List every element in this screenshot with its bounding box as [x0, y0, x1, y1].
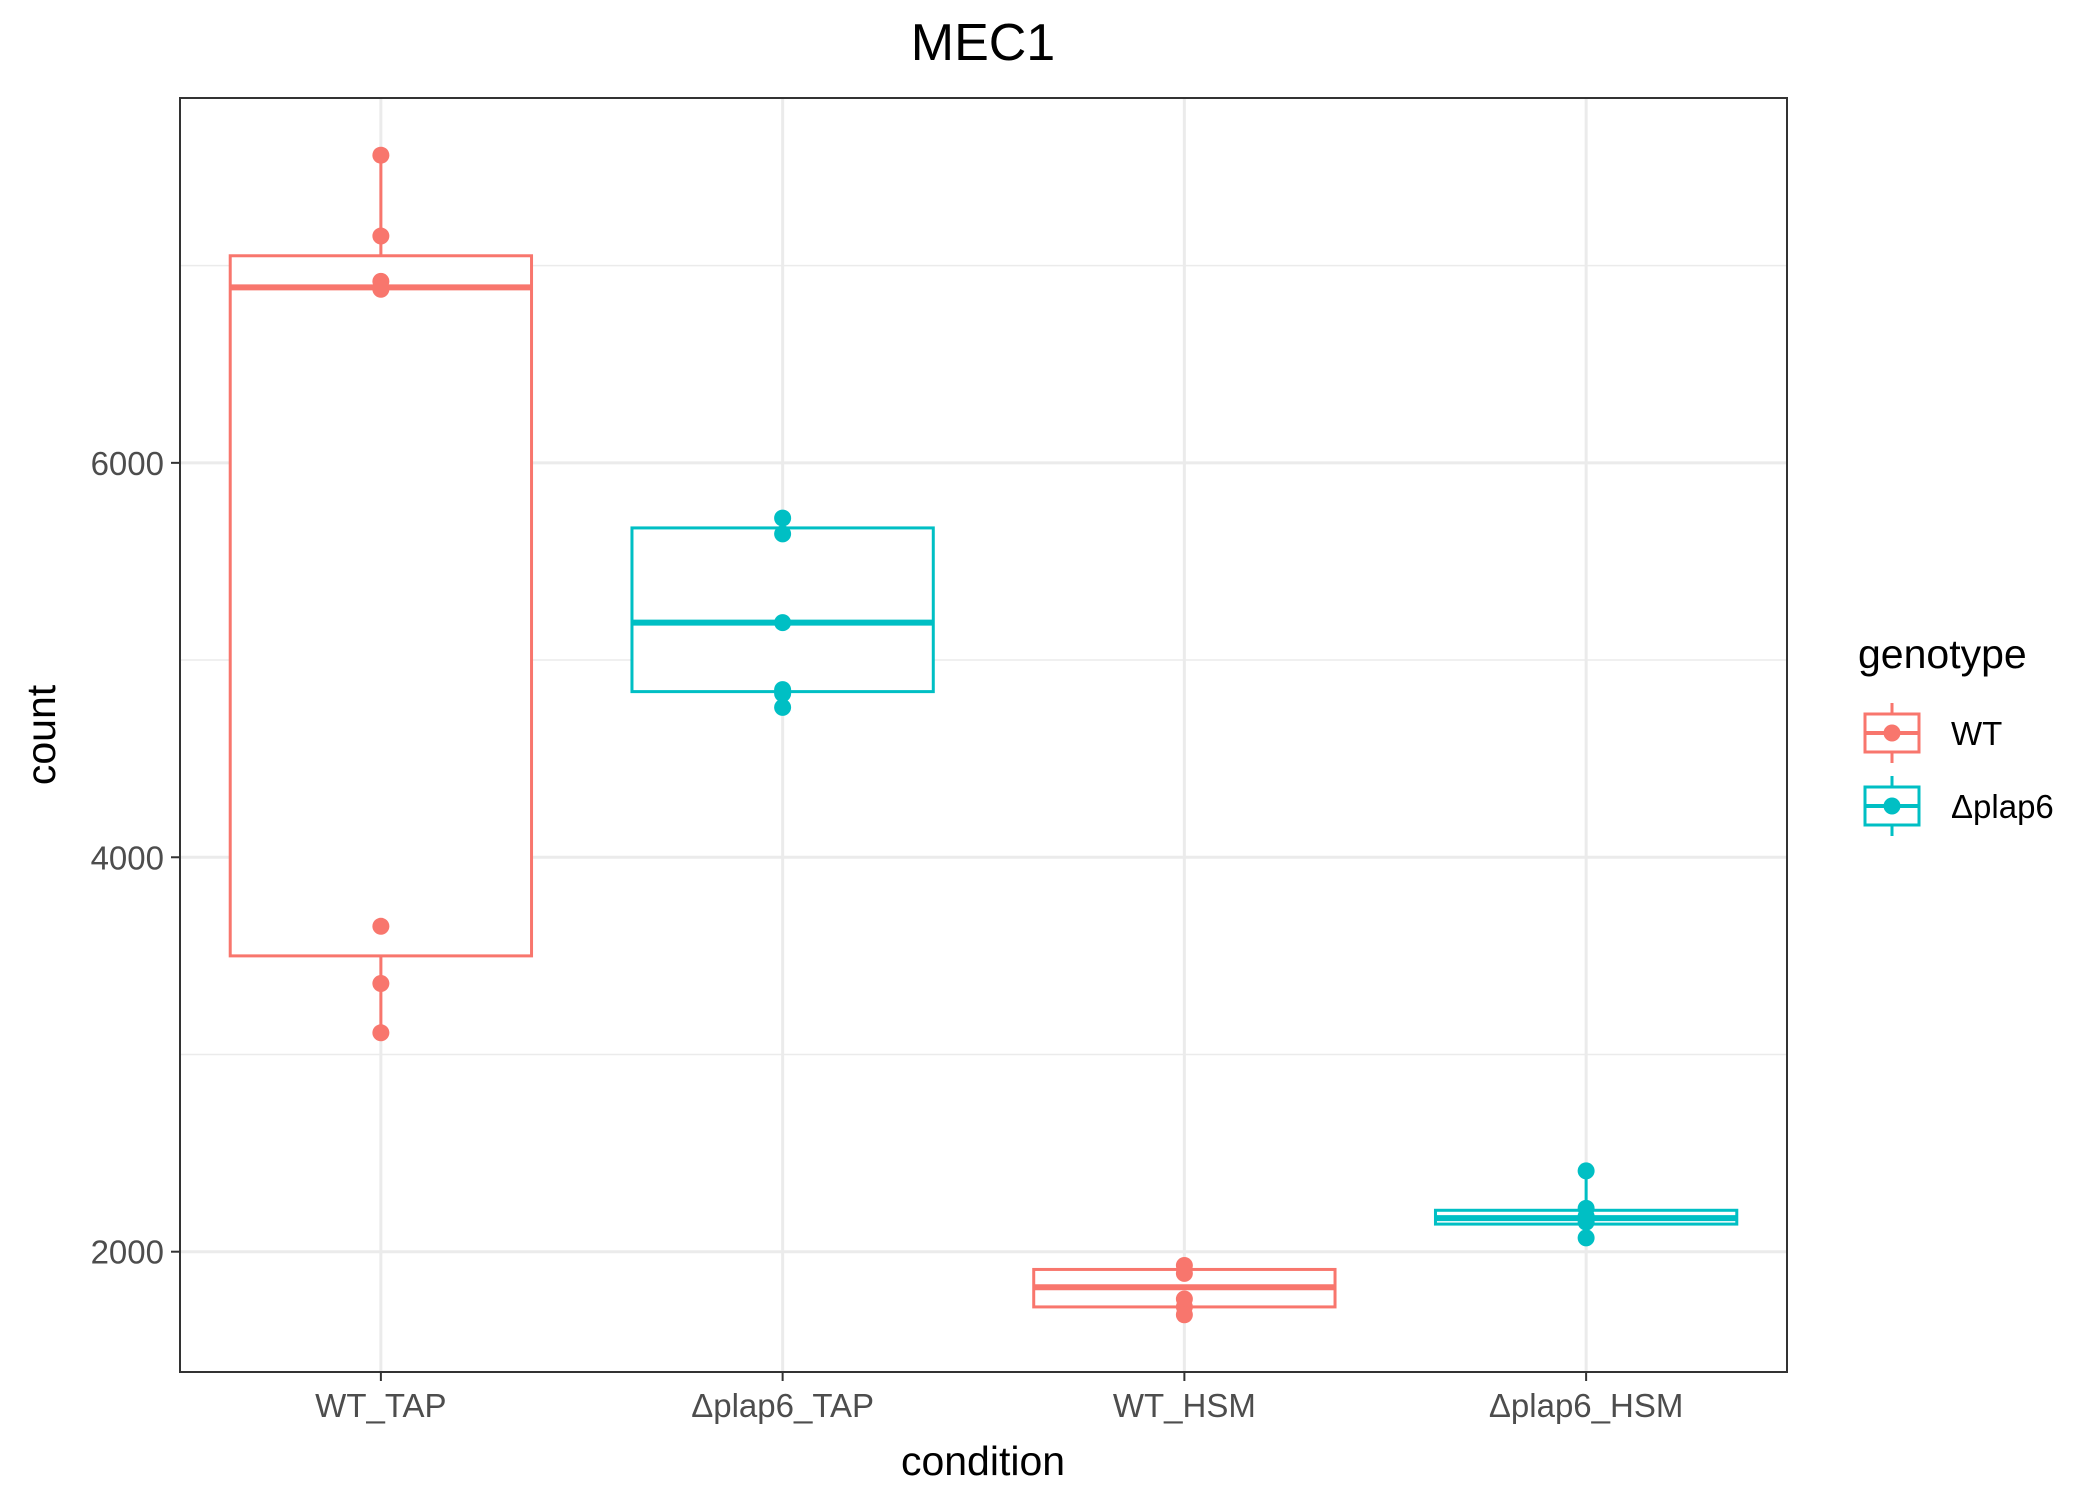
data-point — [1175, 1264, 1193, 1282]
data-point — [1577, 1229, 1595, 1247]
legend-title: genotype — [1858, 631, 2027, 677]
data-point — [774, 525, 792, 543]
data-point — [1577, 1213, 1595, 1231]
data-point — [774, 614, 792, 632]
boxplots — [228, 146, 1739, 1324]
data-point — [372, 1024, 390, 1042]
y-tick-label: 2000 — [91, 1234, 164, 1271]
box-group — [1032, 1257, 1337, 1324]
x-tick-label: Δplap6_TAP — [691, 1387, 874, 1424]
y-tick-label: 4000 — [91, 839, 164, 876]
box-group — [630, 509, 935, 716]
x-tick-label: WT_TAP — [315, 1387, 446, 1424]
y-tick-label: 6000 — [91, 445, 164, 482]
data-point — [372, 974, 390, 992]
legend-key-point — [1883, 797, 1901, 815]
data-point — [1577, 1162, 1595, 1180]
x-tick-label: WT_HSM — [1113, 1387, 1256, 1424]
box — [228, 254, 534, 958]
data-point — [774, 685, 792, 703]
legend-label-plap6: Δplap6 — [1951, 788, 2054, 825]
data-point — [774, 509, 792, 527]
legend-key-plap6 — [1863, 776, 1921, 836]
legend-label-wt: WT — [1951, 715, 2002, 752]
chart-title: MEC1 — [911, 14, 1055, 72]
x-axis-title: condition — [901, 1438, 1065, 1484]
y-axis-title: count — [18, 684, 64, 785]
data-point — [372, 917, 390, 935]
x-tick-label: Δplap6_HSM — [1489, 1387, 1683, 1424]
legend-key-wt — [1863, 703, 1921, 763]
data-point — [1175, 1306, 1193, 1324]
legend: genotype WT Δplap6 — [1858, 631, 2054, 836]
box-group — [1433, 1162, 1739, 1247]
data-point — [372, 146, 390, 164]
legend-key-point — [1883, 724, 1901, 742]
box — [630, 526, 935, 694]
data-point — [372, 227, 390, 245]
data-point — [372, 280, 390, 298]
box-group — [228, 146, 534, 1042]
axes: 2000 4000 6000 WT_TAP Δplap6_TAP WT_HSM Δplap6… — [91, 445, 1684, 1424]
plot-panel-border — [179, 97, 1788, 1373]
data-point — [774, 698, 792, 716]
